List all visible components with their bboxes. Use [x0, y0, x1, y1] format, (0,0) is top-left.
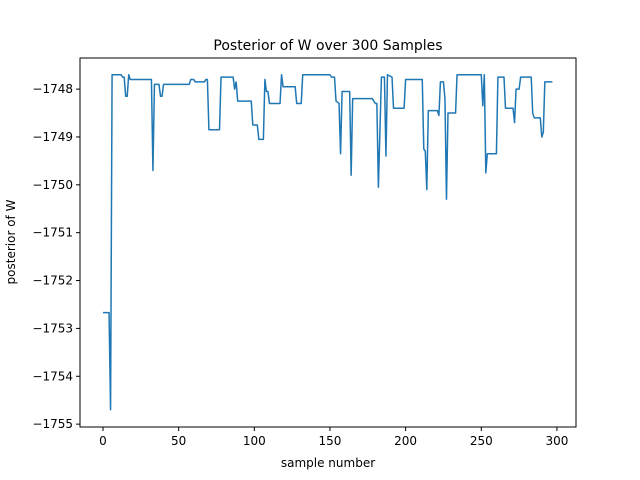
data-line [103, 74, 553, 411]
chart-title: Posterior of W over 300 Samples [213, 38, 442, 54]
x-tick-label: 50 [171, 434, 186, 448]
x-tick-label: 200 [394, 434, 417, 448]
y-tick-label: −1748 [32, 82, 73, 96]
y-tick-label: −1750 [32, 178, 73, 192]
y-tick-label: −1755 [32, 417, 73, 431]
y-tick-label: −1749 [32, 130, 73, 144]
y-tick-label: −1753 [32, 321, 73, 335]
x-tick-label: 300 [545, 434, 568, 448]
x-tick-label: 0 [99, 434, 107, 448]
y-tick-label: −1752 [32, 274, 73, 288]
y-axis-label: posterior of W [4, 199, 18, 284]
x-tick-label: 250 [470, 434, 493, 448]
x-axis-label: sample number [281, 456, 375, 470]
plot-frame [79, 57, 577, 428]
y-tick-label: −1754 [32, 369, 73, 383]
x-tick-label: 150 [319, 434, 342, 448]
x-tick-label: 100 [243, 434, 266, 448]
y-tick-label: −1751 [32, 226, 73, 240]
